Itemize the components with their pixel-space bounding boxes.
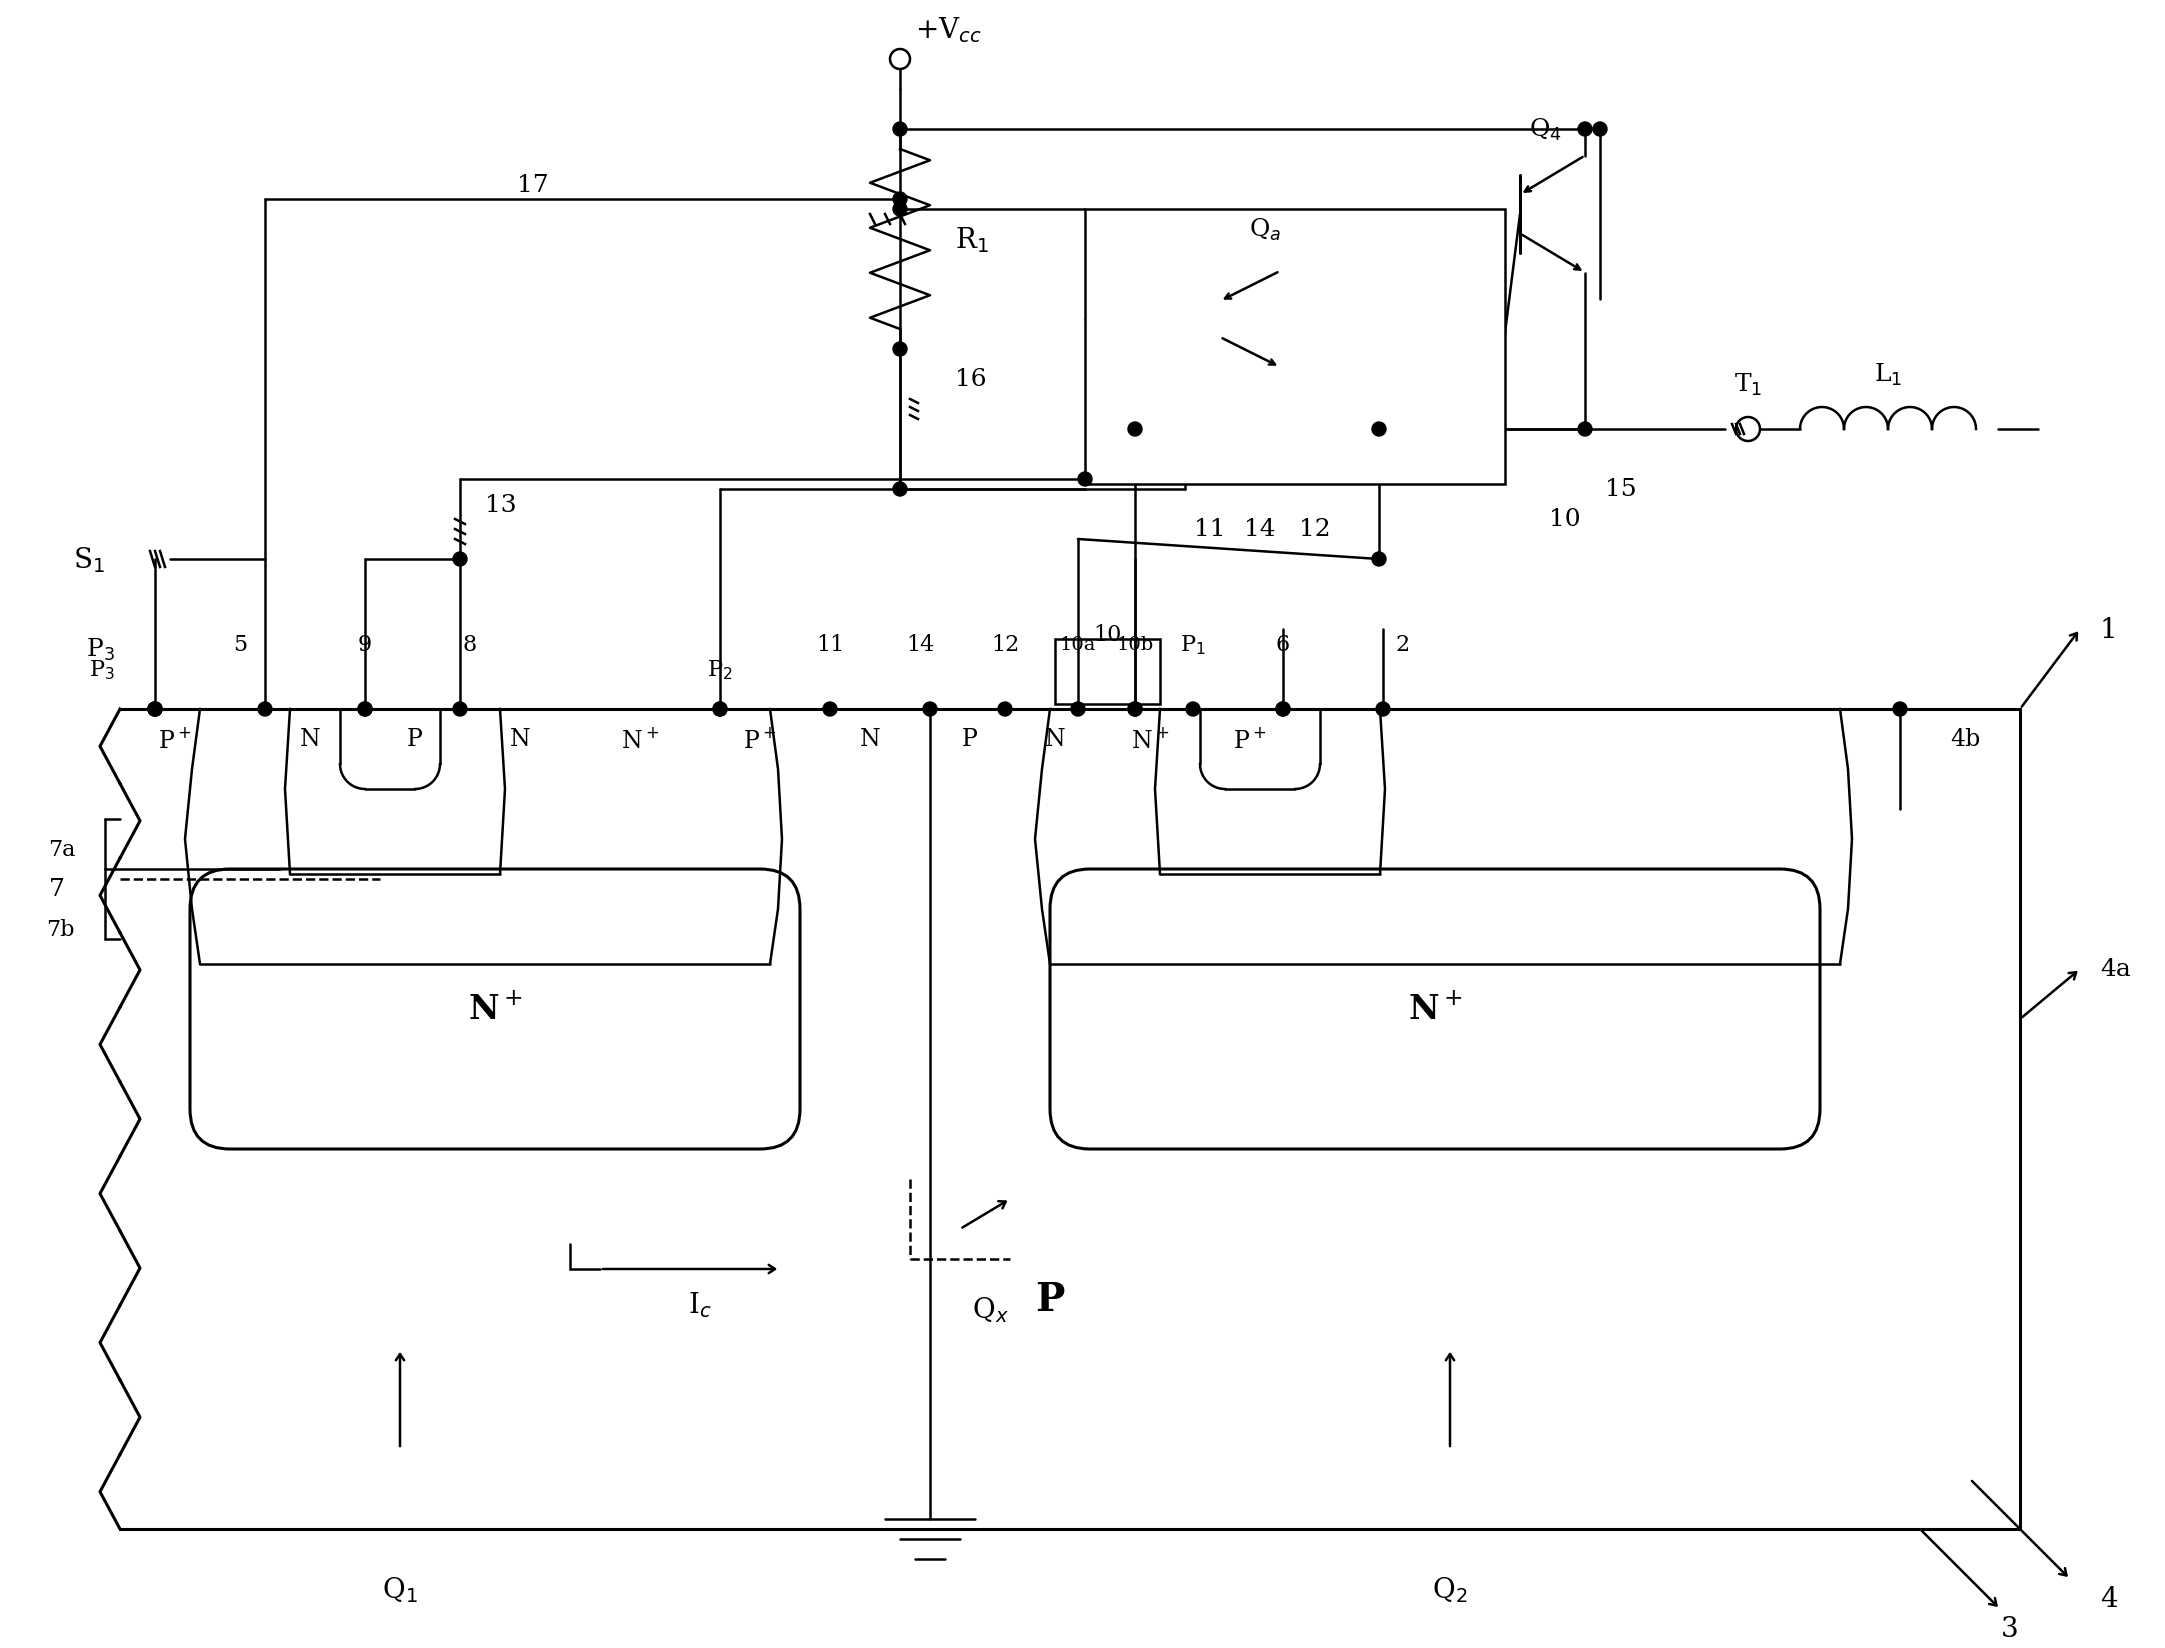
- Circle shape: [892, 343, 907, 356]
- Text: N: N: [509, 728, 530, 751]
- Text: P$_3$: P$_3$: [87, 636, 115, 662]
- Text: 11: 11: [1195, 517, 1225, 541]
- Text: 7b: 7b: [45, 918, 76, 941]
- Text: N$^+$: N$^+$: [1130, 727, 1169, 751]
- Circle shape: [1373, 424, 1386, 437]
- Text: Q$_x$: Q$_x$: [972, 1294, 1009, 1323]
- Text: 6: 6: [1275, 633, 1290, 656]
- Text: P$_1$: P$_1$: [1180, 633, 1206, 656]
- Text: 2: 2: [1396, 633, 1409, 656]
- Text: Q$_4$: Q$_4$: [1528, 117, 1561, 143]
- Text: 9: 9: [357, 633, 372, 656]
- Text: 12: 12: [992, 633, 1020, 656]
- Text: Q$_2$: Q$_2$: [1433, 1574, 1468, 1604]
- Circle shape: [452, 552, 468, 567]
- Text: P$^+$: P$^+$: [1234, 727, 1267, 751]
- Text: Q$_1$: Q$_1$: [383, 1574, 418, 1604]
- Text: R$_1$: R$_1$: [955, 226, 989, 255]
- Circle shape: [1128, 424, 1141, 437]
- Text: +V$_{cc}$: +V$_{cc}$: [916, 15, 981, 44]
- Text: 10a: 10a: [1061, 636, 1095, 654]
- Circle shape: [1275, 702, 1290, 717]
- Text: T$_1$: T$_1$: [1734, 372, 1762, 397]
- Text: 4a: 4a: [2100, 957, 2130, 981]
- Circle shape: [1593, 124, 1606, 137]
- Text: 10: 10: [1093, 623, 1121, 646]
- Text: 7: 7: [50, 878, 65, 901]
- Circle shape: [1128, 702, 1141, 717]
- Circle shape: [1078, 473, 1091, 486]
- Circle shape: [1578, 124, 1591, 137]
- Text: 8: 8: [463, 633, 476, 656]
- Text: S$_1$: S$_1$: [74, 545, 104, 575]
- Text: 1: 1: [2100, 616, 2117, 643]
- Circle shape: [1186, 702, 1199, 717]
- Text: 10b: 10b: [1117, 636, 1154, 654]
- Text: N: N: [1046, 728, 1065, 751]
- Circle shape: [712, 702, 727, 717]
- Bar: [1054, 639, 1160, 705]
- Circle shape: [1377, 702, 1390, 717]
- Text: N$^+$: N$^+$: [1407, 992, 1461, 1025]
- Text: 15: 15: [1604, 478, 1637, 501]
- Text: P$^+$: P$^+$: [743, 727, 777, 751]
- Text: 10: 10: [1550, 508, 1580, 531]
- Text: 16: 16: [955, 368, 987, 391]
- Text: L$_1$: L$_1$: [1875, 361, 1903, 387]
- FancyBboxPatch shape: [1050, 870, 1821, 1149]
- Circle shape: [998, 702, 1011, 717]
- Circle shape: [357, 702, 372, 717]
- Circle shape: [1072, 702, 1085, 717]
- Text: 4: 4: [2100, 1585, 2117, 1612]
- Text: 7a: 7a: [48, 839, 76, 860]
- Text: 13: 13: [485, 493, 517, 516]
- Text: 3: 3: [2000, 1615, 2018, 1643]
- Circle shape: [892, 124, 907, 137]
- Text: P: P: [961, 728, 979, 751]
- Circle shape: [1275, 702, 1290, 717]
- Text: P$_3$: P$_3$: [89, 658, 115, 681]
- Circle shape: [712, 702, 727, 717]
- Circle shape: [258, 702, 273, 717]
- Text: N: N: [299, 728, 320, 751]
- Text: 4b: 4b: [1951, 728, 1981, 751]
- Circle shape: [892, 193, 907, 208]
- Text: P: P: [1035, 1280, 1065, 1318]
- Circle shape: [892, 203, 907, 218]
- Circle shape: [1128, 702, 1141, 717]
- Bar: [1085, 209, 1505, 485]
- Text: 11: 11: [816, 633, 844, 656]
- Text: P$^+$: P$^+$: [158, 727, 193, 751]
- Text: P: P: [407, 728, 422, 751]
- Text: 17: 17: [517, 173, 548, 196]
- Circle shape: [147, 702, 162, 717]
- Circle shape: [892, 483, 907, 496]
- Circle shape: [147, 702, 162, 717]
- Circle shape: [147, 702, 162, 717]
- Text: I$_c$: I$_c$: [688, 1289, 712, 1318]
- Circle shape: [1892, 702, 1907, 717]
- Text: P$_2$: P$_2$: [708, 658, 732, 681]
- Text: 12: 12: [1299, 517, 1331, 541]
- Circle shape: [823, 702, 838, 717]
- Text: N$^+$: N$^+$: [621, 727, 658, 751]
- Circle shape: [1578, 424, 1591, 437]
- Circle shape: [1373, 552, 1386, 567]
- Text: 14: 14: [905, 633, 933, 656]
- Text: N: N: [860, 728, 881, 751]
- Circle shape: [452, 702, 468, 717]
- Circle shape: [357, 702, 372, 717]
- Text: Q$_a$: Q$_a$: [1249, 218, 1282, 242]
- Text: 5: 5: [234, 633, 247, 656]
- FancyBboxPatch shape: [191, 870, 801, 1149]
- Circle shape: [922, 702, 937, 717]
- Text: N$^+$: N$^+$: [468, 992, 522, 1025]
- Text: 14: 14: [1245, 517, 1275, 541]
